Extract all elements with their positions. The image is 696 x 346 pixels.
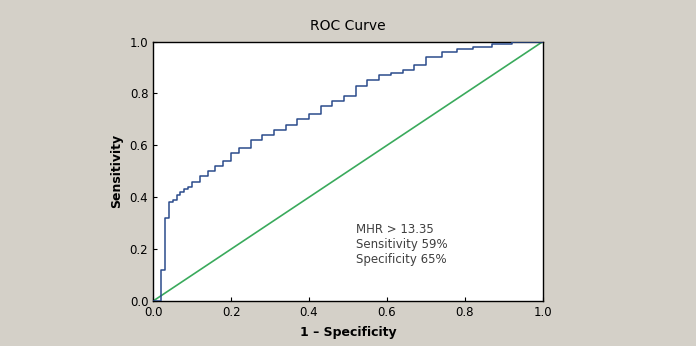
X-axis label: 1 – Specificity: 1 – Specificity: [300, 326, 396, 339]
Y-axis label: Sensitivity: Sensitivity: [110, 134, 122, 208]
Text: MHR > 13.35
Sensitivity 59%
Specificity 65%: MHR > 13.35 Sensitivity 59% Specificity …: [356, 223, 448, 266]
Title: ROC Curve: ROC Curve: [310, 19, 386, 34]
